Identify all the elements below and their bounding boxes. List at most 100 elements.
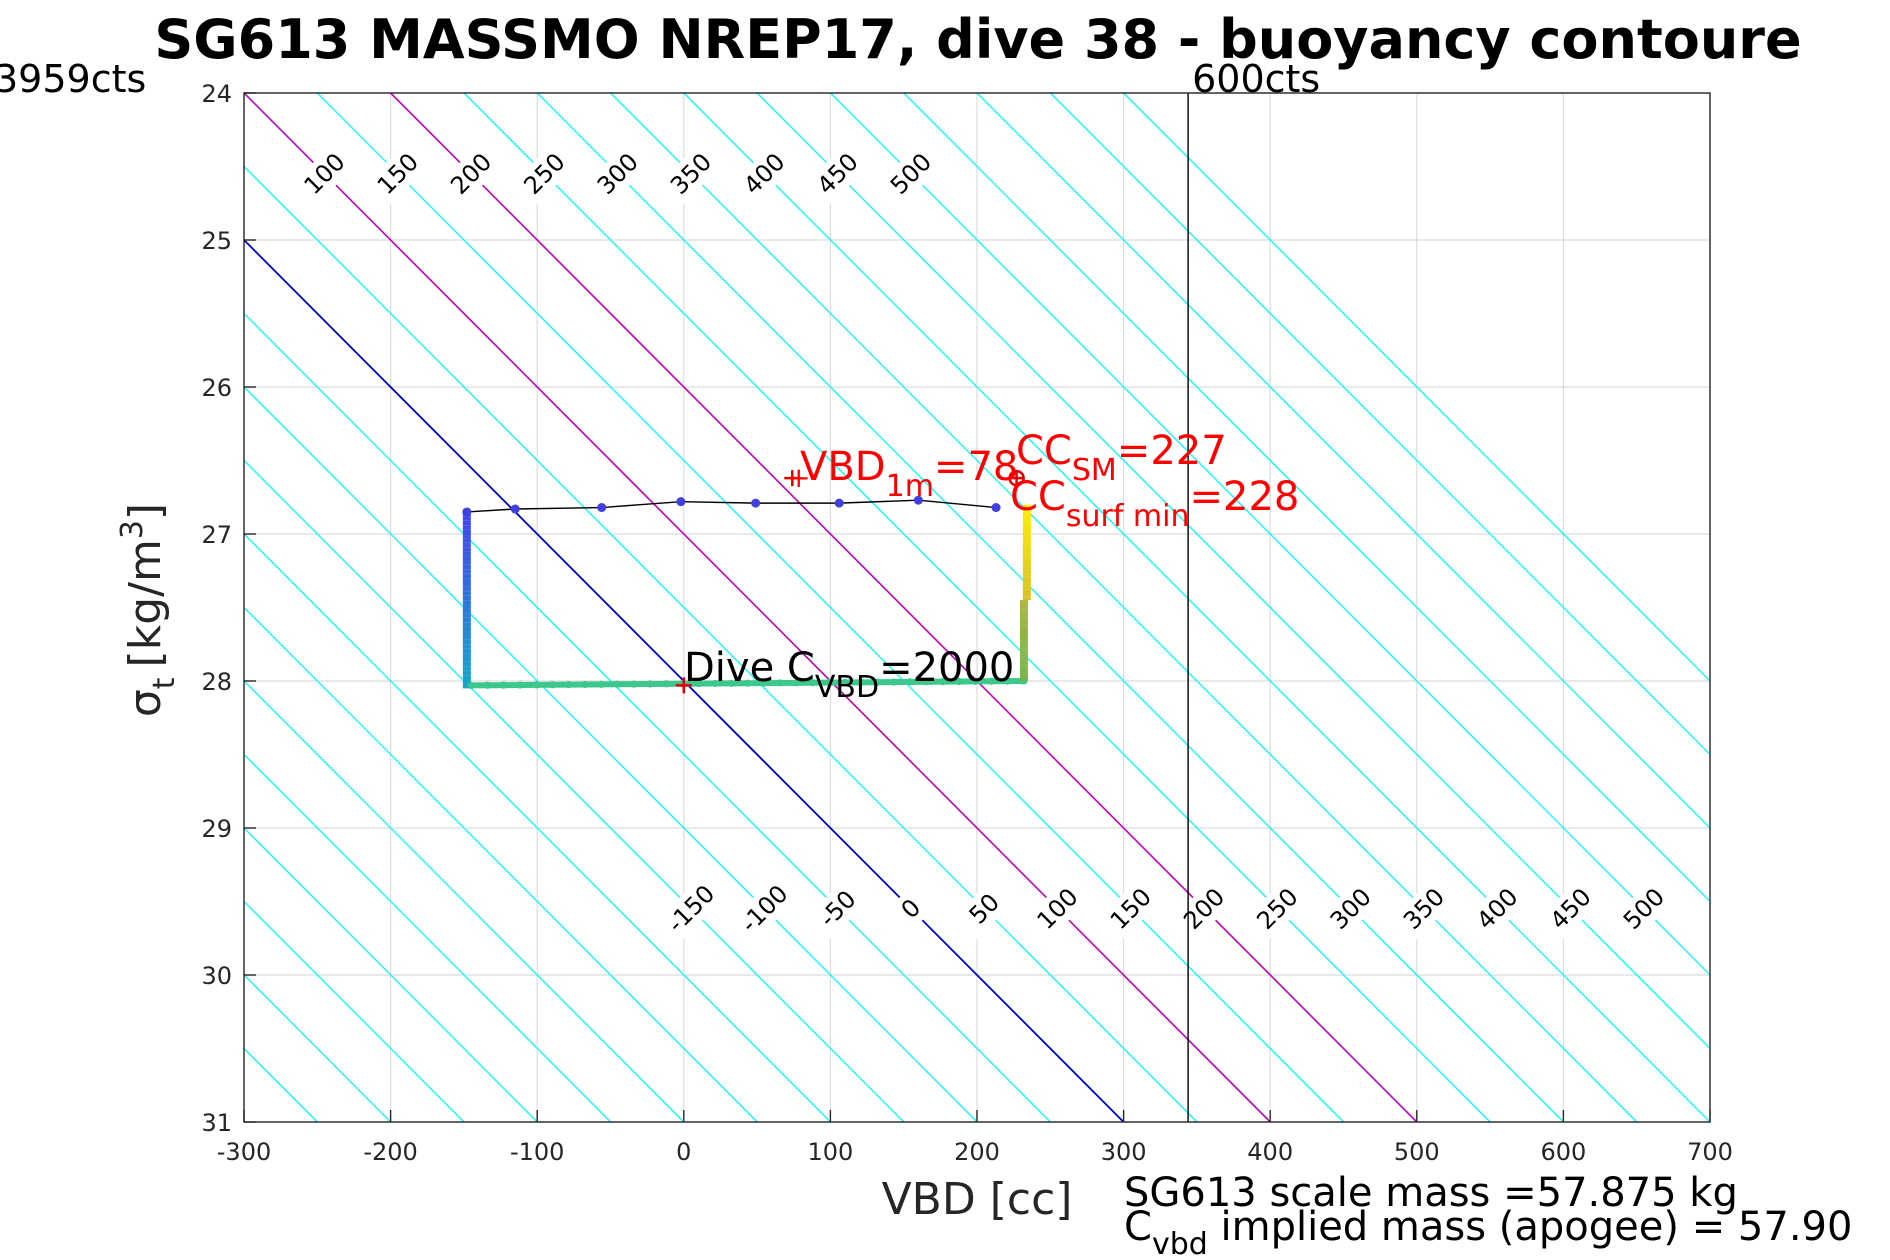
apogee-track-line xyxy=(466,499,997,513)
vbd-1m-prefix: VBD xyxy=(800,444,886,490)
contour-label-background xyxy=(1466,877,1529,940)
profile-point xyxy=(955,677,963,686)
profile-point xyxy=(825,678,833,687)
y-tick-label: 29 xyxy=(201,815,232,843)
contour-line xyxy=(463,93,1491,1122)
contour-label-background xyxy=(1612,877,1676,940)
contour-line xyxy=(244,900,465,1122)
apogee-track-point xyxy=(913,495,923,505)
vbd-1m-annotation: VBD1m=78 xyxy=(800,444,1018,504)
contour-label-background xyxy=(879,142,943,205)
profile-point xyxy=(727,679,735,687)
cc-sm-annotation: CCSM=227 xyxy=(1016,428,1227,488)
y-axis-label-symbol: σ xyxy=(120,689,171,717)
y-axis-label-unit: [kg/m xyxy=(120,539,171,667)
implied-mass-footer: Cvbd implied mass (apogee) = 57.90 xyxy=(1124,1204,1852,1260)
key-markers xyxy=(675,469,1025,694)
dive-cvbd-value: =2000 xyxy=(879,645,1014,691)
density-contours xyxy=(244,93,1710,1122)
contour-line xyxy=(244,533,831,1122)
contour-line xyxy=(683,93,1710,1122)
contour-line xyxy=(390,93,1418,1122)
profile-point xyxy=(760,679,768,687)
contour-line xyxy=(244,827,538,1122)
cc-surf-min-prefix: CC xyxy=(1010,474,1066,520)
x-axis-ticks: -300 -200 -100 0 100 200 300 400 500 600 700 xyxy=(217,1110,1733,1166)
apogee-track-point xyxy=(676,497,686,507)
contour-line xyxy=(1049,93,1710,756)
contour-label-background xyxy=(733,142,796,205)
profile-point xyxy=(516,681,524,689)
contour-line xyxy=(903,93,1710,903)
cc-sm-subscript: SM xyxy=(1072,453,1117,488)
y-tick-label: 24 xyxy=(201,80,232,108)
profile-point xyxy=(467,681,475,690)
profile-point xyxy=(841,678,849,687)
contour-label-background xyxy=(806,877,869,940)
contour-label-background xyxy=(1393,877,1456,940)
cc-surf-min-annotation: CCsurf min=228 xyxy=(1010,474,1299,534)
y-tick-label: 25 xyxy=(201,227,232,255)
y-tick-label: 30 xyxy=(201,962,232,990)
contour-label-background xyxy=(953,877,1016,940)
contour-label-background xyxy=(513,142,576,205)
apogee-track-point xyxy=(751,498,761,508)
contour-line xyxy=(610,93,1638,1122)
cc-surf-min-subscript: surf min xyxy=(1066,499,1190,534)
profile-point xyxy=(630,680,638,688)
contour-line xyxy=(1123,93,1710,682)
x-tick-label: 500 xyxy=(1394,1138,1440,1166)
profile-point xyxy=(776,679,784,687)
contour-label-background xyxy=(806,142,869,205)
contour-line xyxy=(244,753,611,1122)
contour-line xyxy=(536,93,1564,1122)
contour-label-background xyxy=(1099,877,1163,940)
apogee-track-point xyxy=(991,503,1001,513)
contour-label-background xyxy=(1246,877,1309,940)
profile-point xyxy=(613,680,622,688)
profile-point xyxy=(808,679,817,687)
x-tick-label: -200 xyxy=(363,1138,417,1166)
dive-profile xyxy=(462,504,1031,690)
profile-point xyxy=(532,681,540,689)
contour-line xyxy=(244,165,1198,1122)
y-tick-label: 27 xyxy=(201,521,232,549)
cc-surf-min-value: =228 xyxy=(1190,474,1300,520)
x-tick-label: 0 xyxy=(676,1138,691,1166)
contour-line xyxy=(756,93,1710,1050)
contour-label-background xyxy=(879,877,943,940)
y-axis-label-unit-close: ] xyxy=(120,503,171,520)
implied-mass-text: implied mass (apogee) = 57.90 xyxy=(1208,1204,1853,1250)
apogee-track-point xyxy=(597,503,607,513)
dive-cvbd-annotation: Dive CVBD=2000 xyxy=(684,645,1014,705)
cc-sm-value: =227 xyxy=(1117,428,1227,474)
profile-point xyxy=(695,679,703,688)
left-corner-count-label: 3959cts xyxy=(0,57,146,101)
contour-label-background xyxy=(1026,877,1089,940)
contour-label-background xyxy=(440,142,503,205)
vbd-1m-plus: + xyxy=(787,461,810,494)
profile-point xyxy=(792,679,800,687)
contour-label-background xyxy=(1539,877,1602,940)
y-axis-label-subscript: t xyxy=(147,677,182,689)
profile-point xyxy=(662,680,670,688)
x-tick-label: 700 xyxy=(1687,1138,1733,1166)
profile-point xyxy=(548,681,557,689)
contour-label-background xyxy=(1319,877,1382,940)
profile-point xyxy=(711,679,719,688)
profile-point xyxy=(1004,677,1012,685)
apogee-track-point xyxy=(834,498,844,508)
x-tick-label: 200 xyxy=(954,1138,1000,1166)
profile-point xyxy=(581,680,589,689)
contour-label-background xyxy=(366,142,430,205)
profile-point xyxy=(922,678,930,686)
apogee-track xyxy=(462,495,1001,517)
profile-point xyxy=(483,681,492,689)
contour-line xyxy=(244,459,905,1122)
y-axis-label-unit-power: 3 xyxy=(115,520,150,539)
contour-line xyxy=(316,93,1344,1122)
x-tick-label: -300 xyxy=(217,1138,271,1166)
scale-mass-footer: SG613 scale mass =57.875 kg xyxy=(1124,1170,1738,1216)
contour-label-background xyxy=(586,142,649,205)
